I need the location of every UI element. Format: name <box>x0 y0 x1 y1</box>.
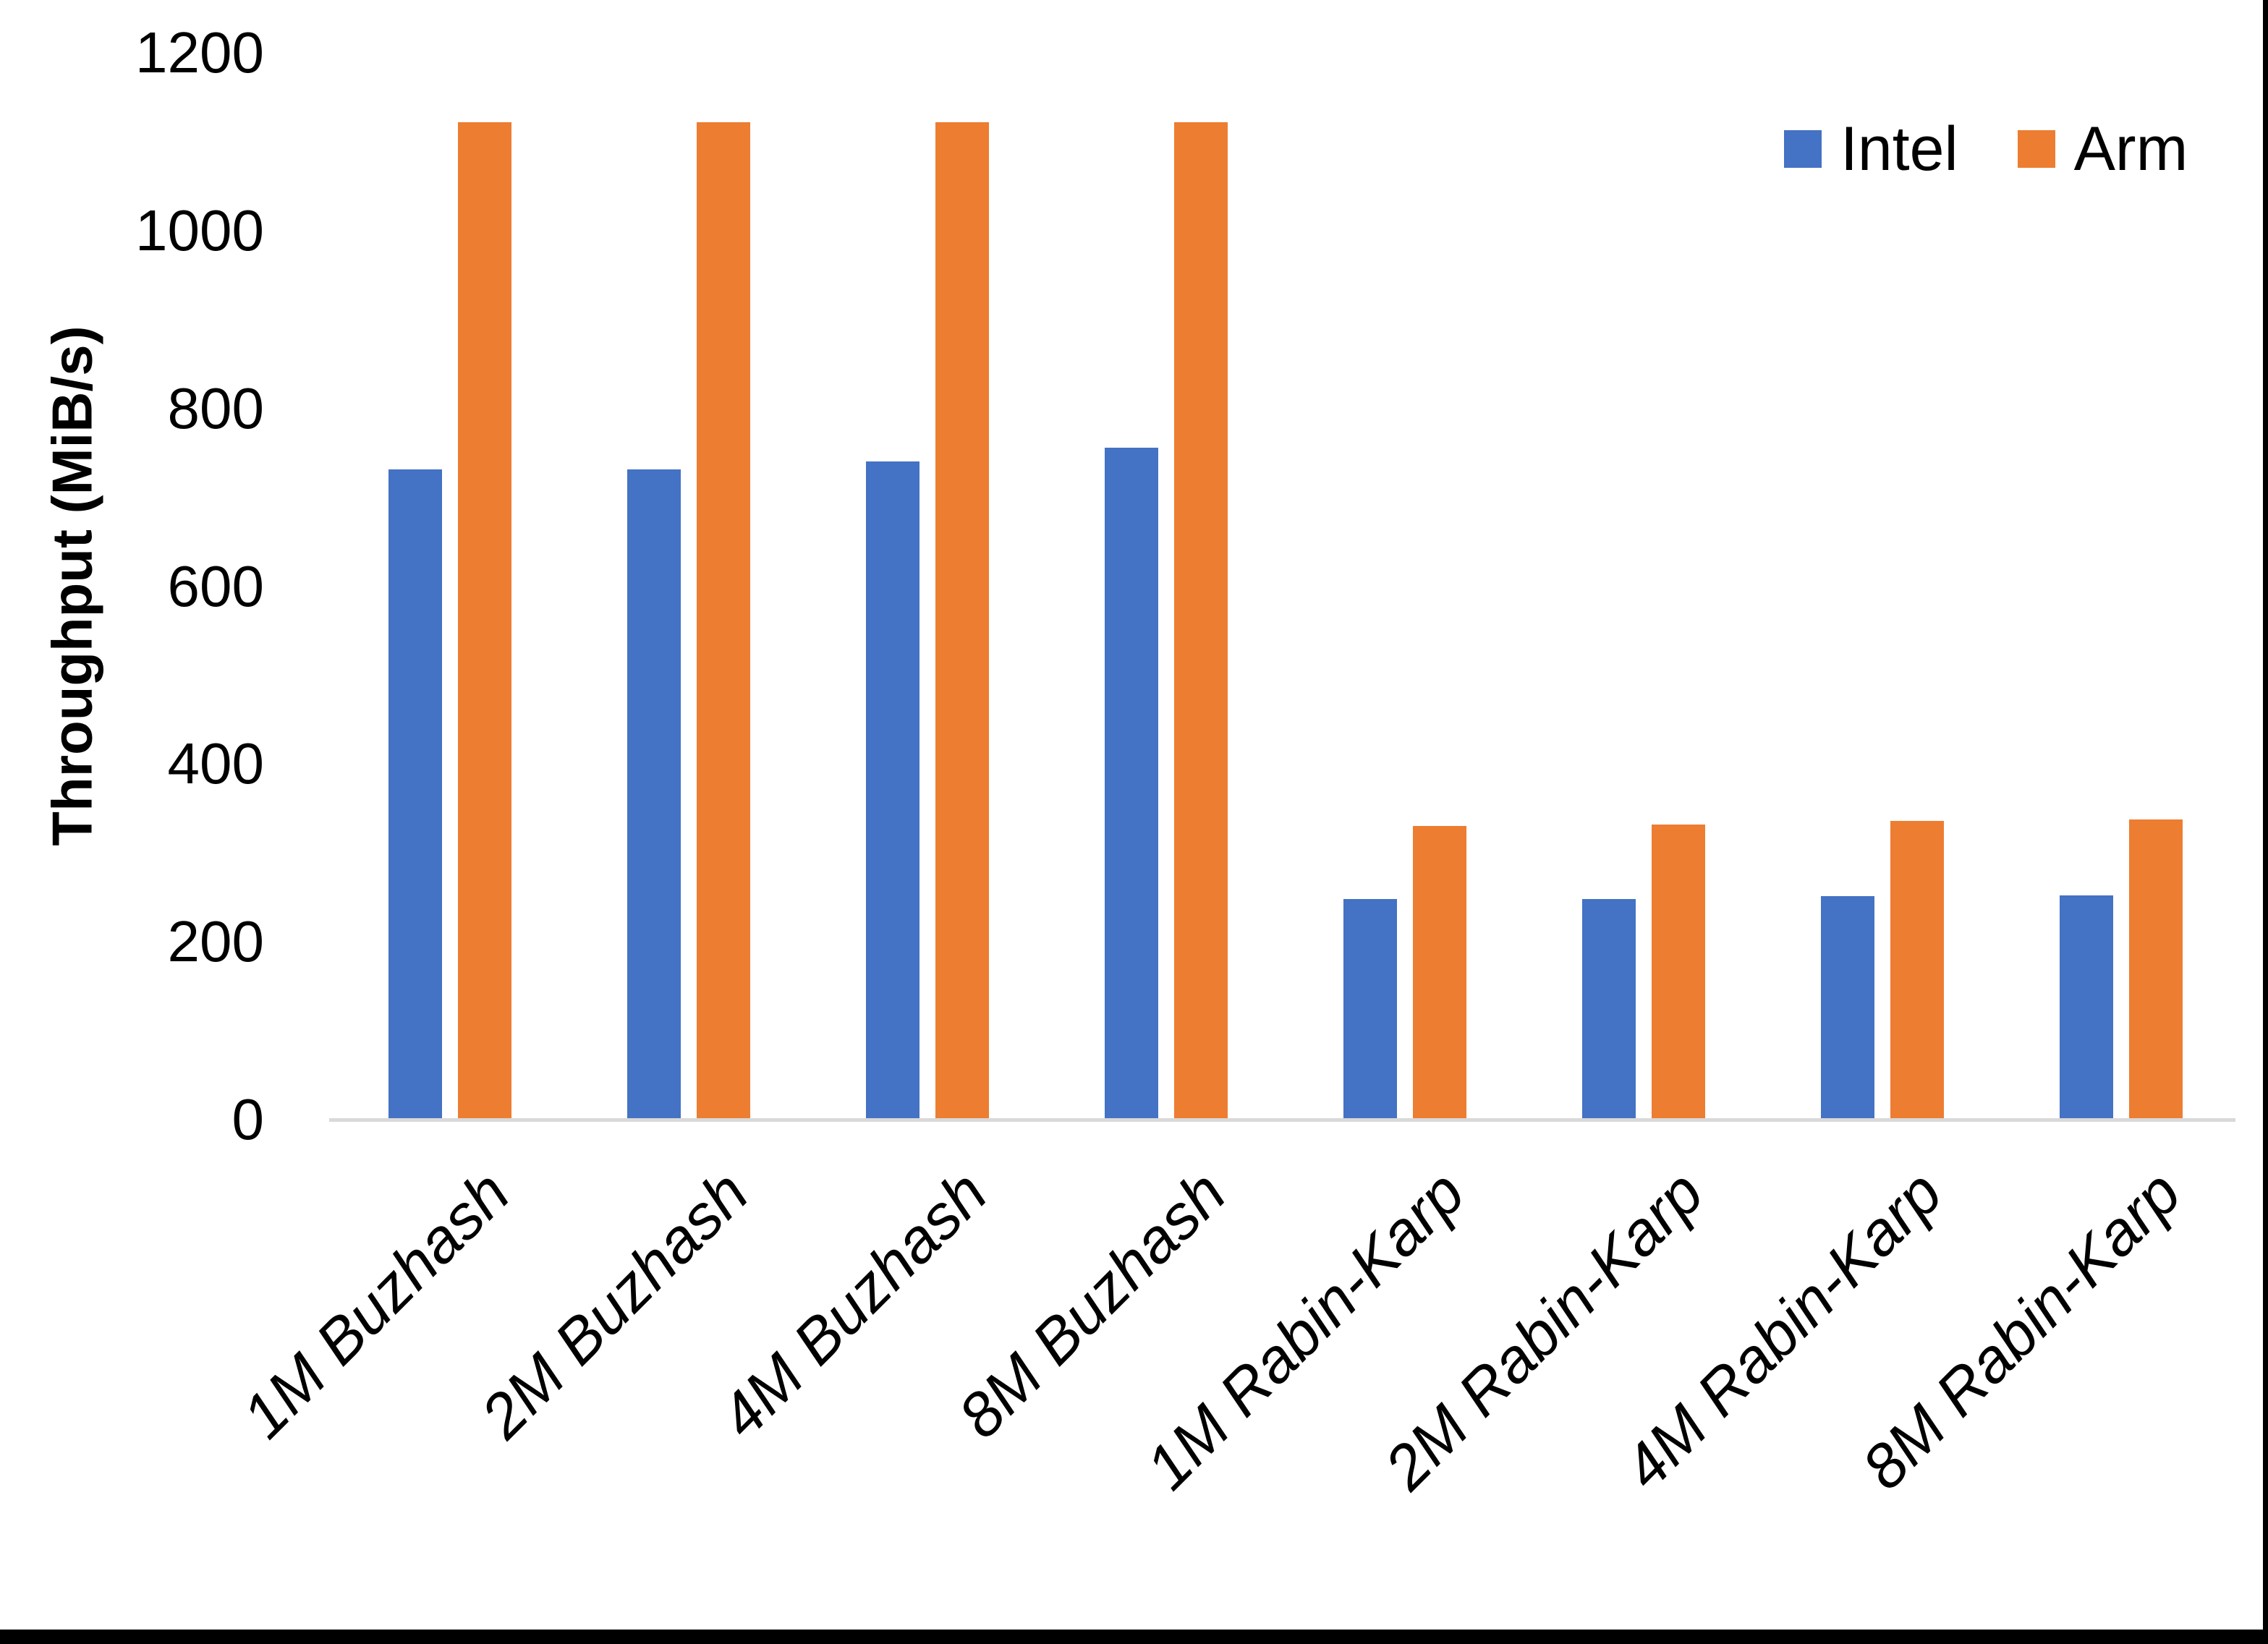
bar-intel-2m-rabin-karp <box>1582 899 1636 1120</box>
y-tick-label-200: 200 <box>167 909 264 974</box>
x-axis-line <box>329 1118 2235 1122</box>
bar-intel-8m-rabin-karp <box>2060 895 2113 1120</box>
bar-arm-4m-rabin-karp <box>1890 821 1944 1120</box>
bar-arm-2m-buzhash <box>697 122 750 1120</box>
legend-swatch-icon-arm <box>2017 130 2055 168</box>
y-tick-label-400: 400 <box>167 731 264 796</box>
bar-intel-1m-buzhash <box>388 469 442 1120</box>
y-tick-label-0: 0 <box>232 1087 265 1151</box>
legend-label-intel: Intel <box>1840 114 1958 184</box>
legend: Intel Arm <box>1784 116 2188 182</box>
bar-arm-8m-buzhash <box>1174 122 1228 1120</box>
legend-swatch-icon-intel <box>1784 130 1822 168</box>
bar-intel-1m-rabin-karp <box>1343 899 1397 1120</box>
screenshot-bottom-edge <box>0 1630 2268 1644</box>
y-tick-label-1000: 1000 <box>135 197 264 263</box>
bar-intel-4m-rabin-karp <box>1821 896 1874 1120</box>
bar-arm-2m-rabin-karp <box>1652 824 1705 1120</box>
screenshot-right-edge <box>2263 0 2268 1644</box>
y-tick-label-800: 800 <box>167 375 264 440</box>
legend-label-arm: Arm <box>2073 114 2188 184</box>
bar-intel-2m-buzhash <box>627 469 681 1120</box>
bar-intel-4m-buzhash <box>866 461 919 1120</box>
bar-arm-1m-rabin-karp <box>1413 826 1466 1120</box>
bar-arm-8m-rabin-karp <box>2129 819 2183 1120</box>
bar-arm-4m-buzhash <box>935 122 989 1120</box>
legend-item-arm: Arm <box>2017 114 2188 184</box>
y-tick-label-600: 600 <box>167 553 264 618</box>
y-tick-label-1200: 1200 <box>135 20 264 85</box>
bar-intel-8m-buzhash <box>1105 447 1158 1120</box>
bar-arm-1m-buzhash <box>458 122 511 1120</box>
legend-item-intel: Intel <box>1784 116 1958 182</box>
